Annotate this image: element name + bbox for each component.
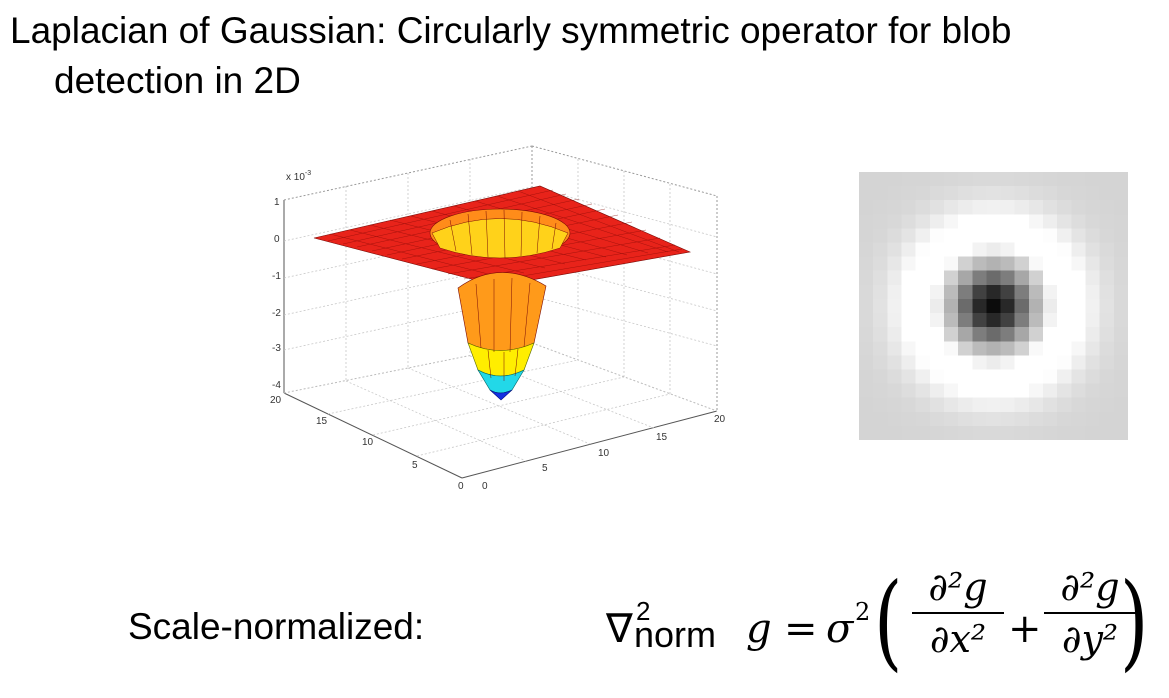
crater-inner-wall xyxy=(431,218,569,259)
fraction-d2g-dy2: ∂²g ∂y² xyxy=(1044,564,1136,662)
y-axis-ticks: 20 15 10 5 0 xyxy=(270,395,464,492)
fraction-denominator: ∂x² xyxy=(929,617,987,661)
z-tick-label: -4 xyxy=(272,380,281,391)
log-formula: ∇ 2 norm g = σ 2 ( ∂²g ∂x² + ∂²g ∂y² ) xyxy=(600,556,1160,696)
x-tick-label: 15 xyxy=(656,432,668,443)
nabla-superscript: 2 xyxy=(636,596,651,626)
surface-cone-orange xyxy=(457,272,547,351)
nabla-symbol: ∇ xyxy=(606,607,633,651)
plus-sign: + xyxy=(1008,606,1042,652)
y-tick-label: 10 xyxy=(362,437,374,448)
log-surface-plot: x 10-3 1 0 -1 -2 -3 -4 20 15 10 5 0 0 5 … xyxy=(270,145,726,492)
right-paren: ) xyxy=(1120,560,1149,682)
y-tick-label: 15 xyxy=(316,416,328,427)
fraction-denominator: ∂y² xyxy=(1061,617,1119,661)
left-paren: ( xyxy=(874,560,903,682)
fraction-d2g-dx2: ∂²g ∂x² xyxy=(912,564,1004,662)
z-tick-label: -1 xyxy=(272,271,281,282)
y-tick-label: 20 xyxy=(270,395,282,406)
scale-normalized-label: Scale-normalized: xyxy=(128,606,425,647)
surface-cone-blue xyxy=(489,389,513,401)
sigma-superscript: 2 xyxy=(855,598,871,626)
z-tick-label: -3 xyxy=(272,343,281,354)
z-tick-label: 0 xyxy=(274,234,280,245)
title-line-2: detection in 2D xyxy=(54,60,301,101)
sigma-symbol: σ xyxy=(826,606,854,652)
x-tick-label: 20 xyxy=(714,414,726,425)
title-line-1: Laplacian of Gaussian: Circularly symmet… xyxy=(10,10,1012,51)
y-tick-label: 5 xyxy=(412,460,418,471)
nabla-subscript: norm xyxy=(634,614,717,655)
x-tick-label: 0 xyxy=(482,481,488,492)
x-tick-label: 5 xyxy=(542,463,548,474)
z-tick-label: 1 xyxy=(274,197,280,208)
slide-title: Laplacian of Gaussian: Circularly symmet… xyxy=(10,6,1160,106)
equals-sign: = xyxy=(784,606,818,652)
fraction-bar xyxy=(1044,612,1136,614)
y-tick-label: 0 xyxy=(458,481,464,492)
z-axis-ticks: 1 0 -1 -2 -3 -4 xyxy=(272,197,281,391)
log-surface xyxy=(313,185,692,401)
log-kernel-image xyxy=(859,172,1128,440)
lhs-variable: g xyxy=(746,606,772,652)
fraction-numerator: ∂²g xyxy=(928,565,988,609)
x-axis-ticks: 0 5 10 15 20 xyxy=(482,414,726,492)
fraction-numerator: ∂²g xyxy=(1060,565,1120,609)
plot-exponent-label: x 10-3 xyxy=(286,170,311,183)
fraction-bar xyxy=(912,612,1004,614)
z-tick-label: -2 xyxy=(272,308,281,319)
x-tick-label: 10 xyxy=(598,448,610,459)
